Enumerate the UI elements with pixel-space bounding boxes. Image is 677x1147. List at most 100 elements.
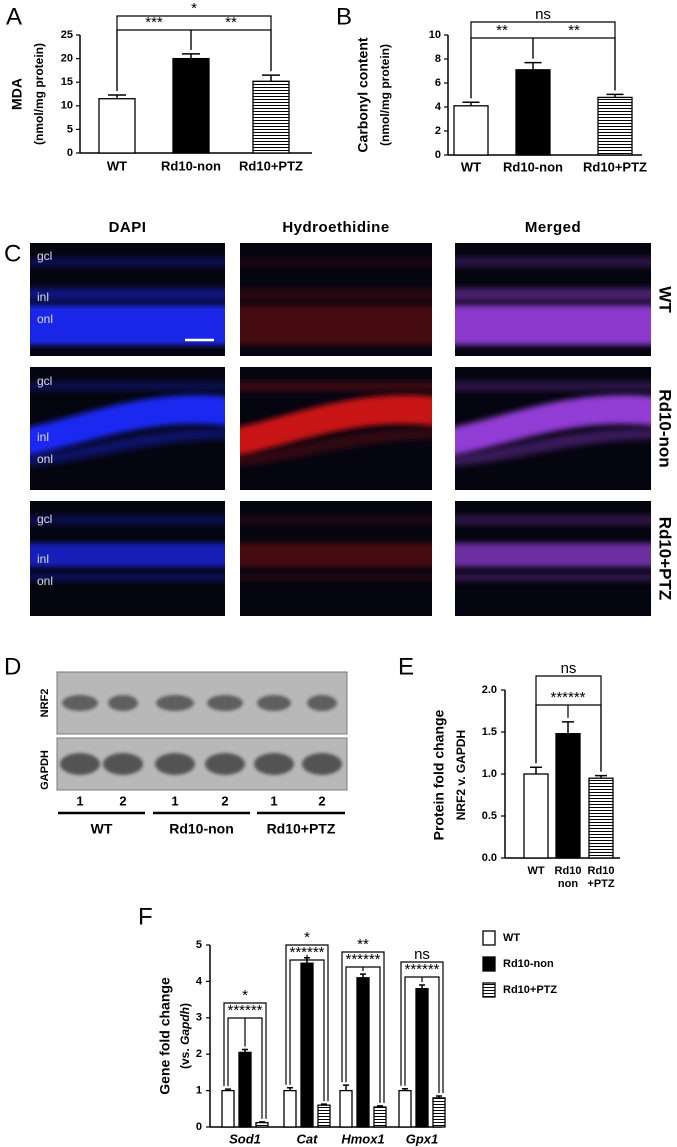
gcl-speckle: [455, 515, 651, 525]
lane-label: 2: [221, 793, 228, 808]
blot-band: [155, 753, 195, 775]
panel-label: D: [4, 653, 21, 680]
panel-label: F: [138, 903, 153, 930]
blot-band: [103, 753, 143, 775]
y-axis-sublabel-part: (vs.: [178, 1045, 192, 1069]
bar: [255, 1121, 269, 1128]
significance-label: **: [225, 14, 237, 31]
y-tick-label: 5: [196, 939, 202, 951]
gcl-speckle: [30, 257, 225, 267]
significance-label: ******: [289, 944, 324, 961]
blot-band: [108, 695, 138, 711]
significance-label: ******: [550, 689, 585, 706]
y-axis-label: Protein fold change: [431, 709, 447, 840]
blot-band: [62, 695, 98, 711]
legend-swatch: [482, 982, 496, 998]
error-bar: [225, 1088, 231, 1091]
tissue-band: [30, 394, 225, 456]
column-header: Hydroethidine: [282, 219, 389, 236]
group-label: Rd10+PTZ: [267, 821, 336, 837]
panel-label: B: [336, 3, 352, 30]
tissue-band: [455, 305, 651, 345]
error-bar: [360, 973, 366, 978]
micrograph: [30, 243, 225, 356]
y-tick-label: 10: [61, 100, 73, 112]
x-tick-label: Gpx1: [406, 1131, 439, 1146]
error-bar: [287, 1086, 293, 1091]
blot-band: [60, 753, 100, 775]
x-tick-label: +PTZ: [587, 878, 614, 890]
blot-band: [257, 695, 291, 711]
micrograph: [30, 501, 225, 616]
y-tick-label: 25: [61, 29, 73, 41]
y-tick-label: 5: [67, 123, 73, 135]
x-tick-label: WT: [461, 159, 481, 174]
gcl-speckle: [240, 515, 432, 525]
y-tick-label: 10: [429, 29, 441, 41]
y-axis-sublabel-part: Gapdh: [178, 1007, 192, 1045]
y-axis-sublabel: (nmol/mg protein): [378, 44, 392, 146]
significance-bracket: [532, 37, 616, 91]
layer-label: gcl: [37, 249, 52, 263]
blot-band: [307, 695, 337, 711]
bar: [515, 69, 551, 156]
micrograph: [455, 367, 651, 490]
tissue-band: [455, 573, 651, 581]
y-tick-label: 4: [196, 975, 203, 987]
error-bar: [524, 61, 542, 70]
legend-swatch: [482, 930, 496, 946]
significance-bracket: [535, 704, 602, 772]
significance-bracket: [289, 954, 325, 1102]
y-tick-label: 1.0: [482, 768, 497, 780]
panel-label: C: [4, 240, 21, 267]
y-axis-label: Gene fold change: [157, 977, 173, 1095]
row-label: Rd10-non: [656, 389, 675, 467]
y-axis-sublabel: (vs. Gapdh): [178, 1003, 192, 1069]
error-bar: [182, 53, 200, 59]
y-tick-label: 1: [196, 1085, 202, 1097]
tissue-band: [240, 305, 432, 345]
significance-bracket: [345, 966, 381, 1103]
y-tick-label: 0: [67, 147, 73, 159]
x-tick-label: Rd10: [588, 865, 615, 877]
significance-bracket: [285, 944, 329, 1102]
x-tick-label: Rd10-non: [503, 159, 563, 174]
gcl-speckle: [240, 381, 432, 391]
layer-label: onl: [37, 574, 53, 588]
error-bar: [262, 74, 280, 82]
tissue-band: [455, 394, 651, 456]
significance-label: **: [357, 936, 369, 953]
layer-label: onl: [37, 312, 53, 326]
x-tick-label: Rd10: [555, 865, 582, 877]
bar: [523, 773, 549, 859]
error-bar: [377, 1105, 383, 1107]
layer-label: onl: [37, 452, 53, 466]
error-bar: [436, 1095, 442, 1098]
legend-label: Rd10+PTZ: [503, 984, 557, 996]
micrograph: [30, 367, 225, 490]
x-tick-label: Hmox1: [341, 1131, 384, 1146]
panel-label: E: [398, 653, 414, 680]
row-label: Rd10+PTZ: [656, 517, 675, 601]
bar: [238, 1051, 252, 1128]
lane-label: 1: [270, 793, 277, 808]
legend-label: Rd10-non: [503, 958, 554, 970]
significance-label: ***: [145, 14, 163, 31]
significance-bracket: [190, 29, 272, 72]
micrograph: [240, 243, 432, 356]
bar: [300, 962, 314, 1128]
x-tick-label: WT: [527, 865, 544, 877]
bar: [432, 1097, 446, 1128]
y-tick-label: 0: [196, 1121, 202, 1133]
micrograph: [240, 501, 432, 616]
error-bar: [606, 93, 624, 98]
tissue-band: [455, 428, 651, 467]
tissue-band: [240, 573, 432, 581]
blot-band: [254, 753, 294, 775]
error-bar: [259, 1121, 265, 1123]
x-tick-label: Rd10+PTZ: [583, 159, 647, 174]
bar: [588, 777, 614, 859]
y-axis-sublabel: NRF2 v. GAPDH: [454, 730, 468, 820]
y-tick-label: 0.5: [482, 810, 497, 822]
significance-bracket: [341, 951, 385, 1103]
